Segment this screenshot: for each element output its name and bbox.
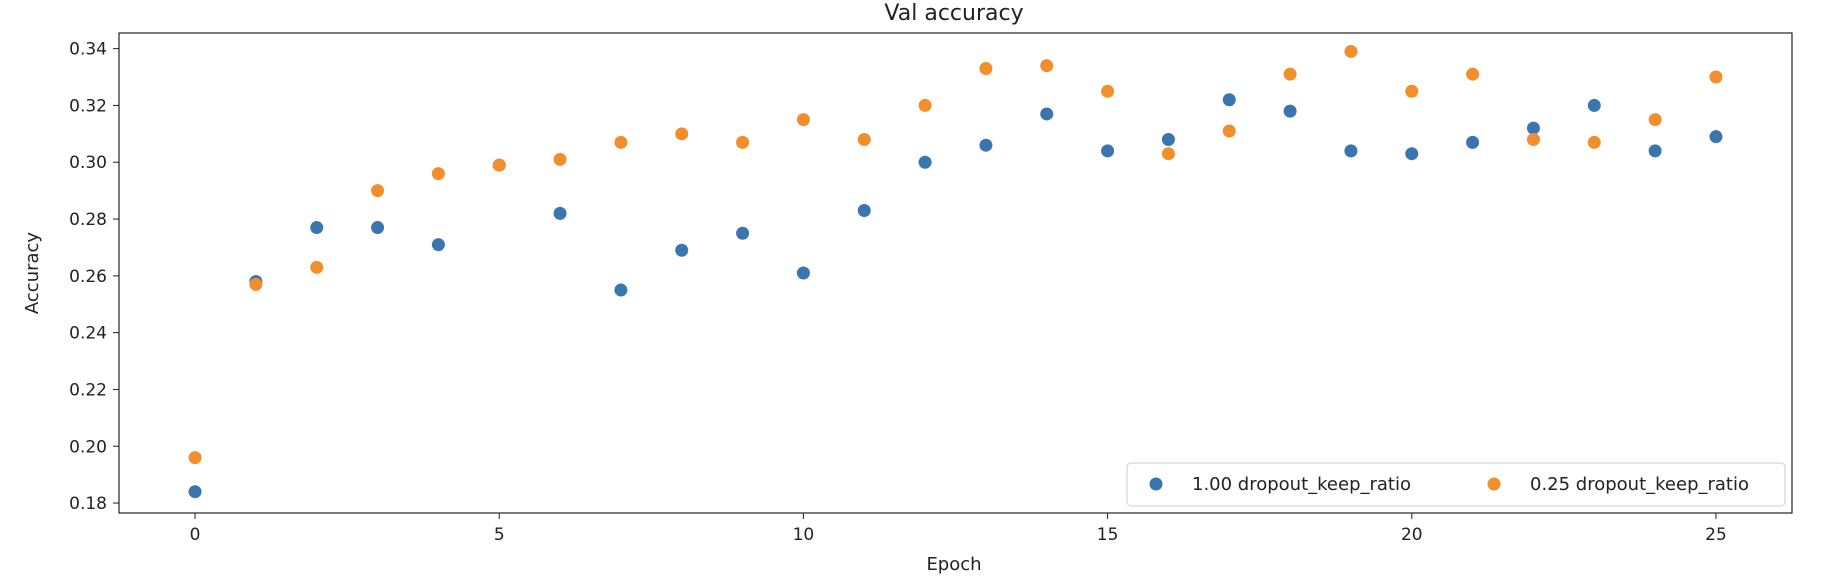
data-point <box>1101 144 1115 158</box>
data-point <box>371 221 385 235</box>
data-point <box>249 277 263 291</box>
data-point <box>979 62 993 76</box>
legend-box <box>1126 462 1786 507</box>
data-point <box>1344 144 1358 158</box>
data-point <box>188 451 202 465</box>
y-axis: 0.18 0.20 0.22 0.24 0.26 0.28 0.30 0.32 0.34 <box>69 40 119 514</box>
plot-frame <box>118 32 1793 514</box>
data-point <box>1344 44 1358 58</box>
data-point <box>1709 70 1723 84</box>
data-point <box>736 135 750 149</box>
x-axis-label: Epoch <box>926 554 981 575</box>
data-point <box>1161 147 1175 161</box>
x-tick-label: 15 <box>1097 525 1119 545</box>
legend-label-series-2: 0.25 dropout_keep_ratio <box>1530 474 1749 495</box>
data-point <box>371 184 385 198</box>
data-point <box>918 98 932 112</box>
data-points <box>188 44 1723 499</box>
y-tick-label: 0.34 <box>69 40 107 60</box>
y-axis-label: Accuracy <box>22 232 43 315</box>
data-point <box>1648 144 1662 158</box>
data-point <box>1222 124 1236 138</box>
data-point <box>188 485 202 499</box>
y-tick-label: 0.18 <box>69 494 107 514</box>
data-point <box>1466 135 1480 149</box>
data-point <box>1526 121 1540 135</box>
data-point <box>431 238 445 252</box>
chart-title: Val accuracy <box>884 1 1023 26</box>
data-point <box>1040 107 1054 121</box>
data-point <box>1101 84 1115 98</box>
data-point <box>675 243 689 257</box>
data-point <box>1405 147 1419 161</box>
y-tick-label: 0.28 <box>69 210 107 230</box>
data-point <box>918 155 932 169</box>
data-point <box>310 221 324 235</box>
x-tick-label: 20 <box>1401 525 1423 545</box>
data-point <box>1587 98 1601 112</box>
data-point <box>1466 67 1480 81</box>
data-point <box>736 226 750 240</box>
data-point <box>979 138 993 152</box>
data-point <box>553 152 567 166</box>
data-point <box>492 158 506 172</box>
series-1 <box>188 93 1723 499</box>
data-point <box>614 283 628 297</box>
plot-area: 0.18 0.20 0.22 0.24 0.26 0.28 0.30 0.32 0.34 0 5 1… <box>69 32 1793 545</box>
data-point <box>796 113 810 127</box>
data-point <box>1161 133 1175 147</box>
data-point <box>1283 104 1297 118</box>
data-point <box>1526 133 1540 147</box>
data-point <box>1040 59 1054 73</box>
data-point <box>1283 67 1297 81</box>
x-tick-label: 0 <box>190 525 201 545</box>
data-point <box>1222 93 1236 107</box>
data-point <box>1648 113 1662 127</box>
data-point <box>857 204 871 218</box>
data-point <box>553 206 567 220</box>
x-tick-label: 10 <box>793 525 815 545</box>
data-point <box>1405 84 1419 98</box>
x-tick-label: 25 <box>1705 525 1727 545</box>
x-axis: 0 5 10 15 20 25 <box>190 513 1727 545</box>
legend-marker-series-2 <box>1487 477 1501 491</box>
x-tick-label: 5 <box>494 525 505 545</box>
legend: 1.00 dropout_keep_ratio 0.25 dropout_kee… <box>1126 462 1786 507</box>
data-point <box>1587 135 1601 149</box>
y-tick-label: 0.20 <box>69 437 107 457</box>
data-point <box>675 127 689 141</box>
y-tick-label: 0.32 <box>69 96 107 116</box>
series-2 <box>188 44 1723 465</box>
y-tick-label: 0.24 <box>69 324 107 344</box>
legend-marker-series-1 <box>1149 477 1163 491</box>
data-point <box>431 167 445 181</box>
data-point <box>796 266 810 280</box>
data-point <box>1709 130 1723 144</box>
y-tick-label: 0.22 <box>69 380 107 400</box>
data-point <box>614 135 628 149</box>
y-tick-label: 0.30 <box>69 153 107 173</box>
plot-background <box>119 33 1792 513</box>
data-point <box>310 260 324 274</box>
data-point <box>857 133 871 147</box>
y-tick-label: 0.26 <box>69 267 107 287</box>
legend-label-series-1: 1.00 dropout_keep_ratio <box>1192 474 1411 495</box>
